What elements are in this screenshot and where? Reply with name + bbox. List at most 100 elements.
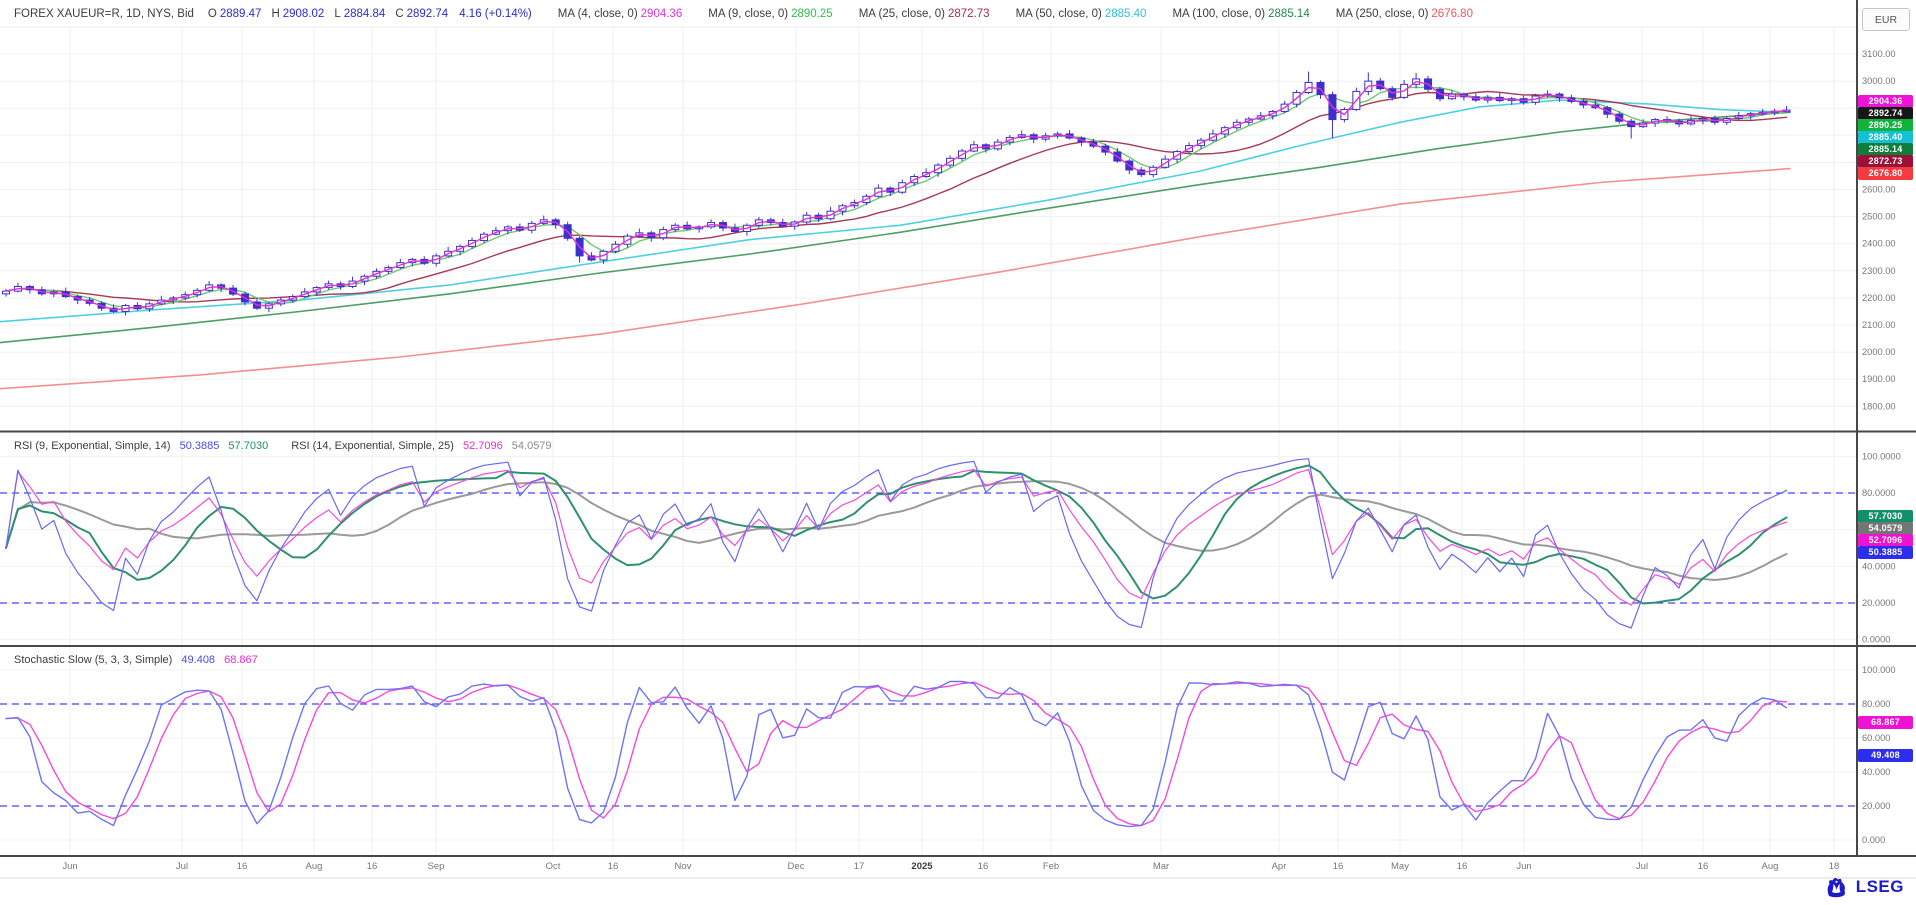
rsi-panel[interactable] [0, 433, 1857, 645]
ohlc-values: O 2889.47 H 2908.02 L 2884.84 C 2892.74 [206, 8, 456, 20]
time-axis-label: Aug [1762, 861, 1779, 872]
ohlc-value: 2889.47 [219, 7, 262, 20]
price-badge: 68.867 [1858, 715, 1913, 729]
rsi-9-value: 50.3885 [179, 440, 220, 452]
price-badge: 2872.73 [1858, 155, 1913, 168]
time-axis-label: Jun [62, 861, 77, 872]
lseg-logo: LSEG [1824, 876, 1904, 898]
instrument-title[interactable]: FOREX XAUEUR=R, 1D, NYS, Bid [14, 7, 194, 20]
rsi-9-label[interactable]: RSI (9, Exponential, Simple, 14) [14, 440, 171, 452]
ma-legend-value: 2676.80 [1431, 7, 1473, 20]
axis-tick-label: 0.000 [1862, 835, 1885, 845]
ohlc-label: C [395, 7, 404, 20]
axis-tick-label: 2200.00 [1862, 293, 1896, 303]
stochastic-indicator-header: Stochastic Slow (5, 3, 3, Simple) 49.408… [14, 654, 264, 666]
stochastic-k-value: 49.408 [181, 654, 216, 666]
axis-tick-label: 2500.00 [1862, 212, 1896, 222]
time-axis-label: 17 [854, 861, 865, 872]
axis-tick-label: 2400.00 [1862, 239, 1896, 249]
axis-tick-label: 2100.00 [1862, 320, 1896, 330]
time-axis-label: 16 [367, 861, 378, 872]
ma-legend-label[interactable]: MA (4, close, 0) [557, 7, 638, 20]
axis-tick-label: 80.000 [1862, 699, 1890, 709]
time-axis-label: 16 [1457, 861, 1468, 872]
axis-tick-label: 20.0000 [1862, 598, 1896, 608]
axis-tick-label: 80.0000 [1862, 488, 1896, 498]
ohlc-value: 2908.02 [282, 7, 325, 20]
axis-tick-label: 2600.00 [1862, 185, 1896, 195]
ohlc-value: 2892.74 [406, 7, 449, 20]
axis-tick-label: 40.000 [1862, 767, 1890, 777]
axis-tick-label: 1800.00 [1862, 401, 1896, 411]
ma-legend-label[interactable]: MA (25, close, 0) [858, 7, 945, 20]
time-axis-label: Dec [788, 861, 805, 872]
axis-tick-label: 40.0000 [1862, 561, 1896, 571]
main-price-panel-layer [0, 71, 1791, 390]
time-axis-label: Oct [546, 861, 561, 872]
lseg-crest-icon [1827, 877, 1845, 898]
rsi-14-value: 52.7096 [462, 440, 503, 452]
time-axis-label: 16 [237, 861, 248, 872]
axis-tick-label: 3100.00 [1862, 49, 1896, 59]
axis-tick-label: 2300.00 [1862, 266, 1896, 276]
panel-separators [0, 0, 1916, 879]
time-axis-label: 18 [1829, 861, 1840, 872]
change-value: 4.16 (+0.14%) [459, 7, 532, 20]
ma-legend-label[interactable]: MA (250, close, 0) [1335, 7, 1429, 20]
time-axis-label: Jul [1636, 861, 1648, 872]
ma-legend-value: 2904.36 [640, 7, 683, 20]
stochastic-label[interactable]: Stochastic Slow (5, 3, 3, Simple) [14, 654, 173, 666]
gridlines-layer [0, 26, 1857, 855]
price-badge: 2676.80 [1858, 167, 1913, 180]
time-axis-label: Sep [428, 861, 445, 872]
stochastic-panel-layer [0, 680, 1857, 828]
price-badge: 2904.36 [1858, 95, 1913, 108]
rsi-indicator-header: RSI (9, Exponential, Simple, 14) 50.3885… [14, 440, 558, 452]
price-badge: 50.3885 [1858, 546, 1913, 559]
currency-label: EUR [1862, 8, 1910, 31]
chart-header: FOREX XAUEUR=R, 1D, NYS, Bid O 2889.47 H 29… [14, 0, 1473, 27]
axis-tick-label: 100.000 [1862, 665, 1896, 675]
axis-tick-label: 20.000 [1862, 801, 1890, 811]
ma-legend-value: 2890.25 [791, 7, 833, 20]
lseg-logo-text: LSEG [1855, 877, 1904, 896]
price-badge: 57.7030 [1858, 510, 1913, 523]
ma-legend-label[interactable]: MA (100, close, 0) [1172, 7, 1266, 20]
time-axis-label: Aug [306, 861, 323, 872]
time-axis-label: 16 [978, 861, 989, 872]
time-axis-label: Apr [1272, 861, 1287, 872]
ohlc-value: 2884.84 [343, 7, 386, 20]
axis-labels-layer: 3100.003000.002900.002800.002700.002600.… [62, 49, 1900, 872]
axis-tick-label: 1900.00 [1862, 374, 1896, 384]
time-axis-label: 16 [1333, 861, 1344, 872]
rsi-panel-layer [0, 458, 1857, 629]
ohlc-label: H [271, 7, 280, 20]
main-chart-panel[interactable] [0, 27, 1857, 431]
axis-tick-label: 100.0000 [1862, 451, 1901, 461]
price-badge: 52.7096 [1858, 534, 1913, 547]
time-axis[interactable] [0, 857, 1857, 877]
price-badge: 2885.14 [1858, 143, 1913, 156]
time-axis-label: 2025 [911, 861, 933, 872]
axis-tick-label: 2000.00 [1862, 347, 1896, 357]
price-badge: 49.408 [1858, 749, 1913, 762]
rsi-14-label[interactable]: RSI (14, Exponential, Simple, 25) [291, 440, 454, 452]
time-axis-label: Feb [1043, 861, 1059, 872]
price-badge: 2885.40 [1858, 131, 1913, 144]
ma-legend-value: 2885.40 [1104, 7, 1147, 20]
ma-legend-value: 2885.14 [1268, 7, 1310, 20]
axis-tick-label: 60.000 [1862, 733, 1890, 743]
ohlc-label: O [207, 7, 217, 20]
ma-legend-value: 2872.73 [948, 7, 990, 20]
stochastic-panel[interactable] [0, 647, 1857, 855]
price-badge: 54.0579 [1858, 522, 1913, 535]
ma-legend-label[interactable]: MA (50, close, 0) [1015, 7, 1102, 20]
ma-legend-label[interactable]: MA (9, close, 0) [708, 7, 789, 20]
rsi-14-signal-value: 54.0579 [511, 440, 552, 452]
price-badge: 2892.74 [1858, 107, 1913, 120]
axis-tick-label: 3000.00 [1862, 76, 1896, 86]
moving-average-legend: MA (4, close, 0) 2904.36 MA (9, close, 0) 2… [532, 8, 1473, 20]
stochastic-d-value: 68.867 [224, 654, 258, 666]
